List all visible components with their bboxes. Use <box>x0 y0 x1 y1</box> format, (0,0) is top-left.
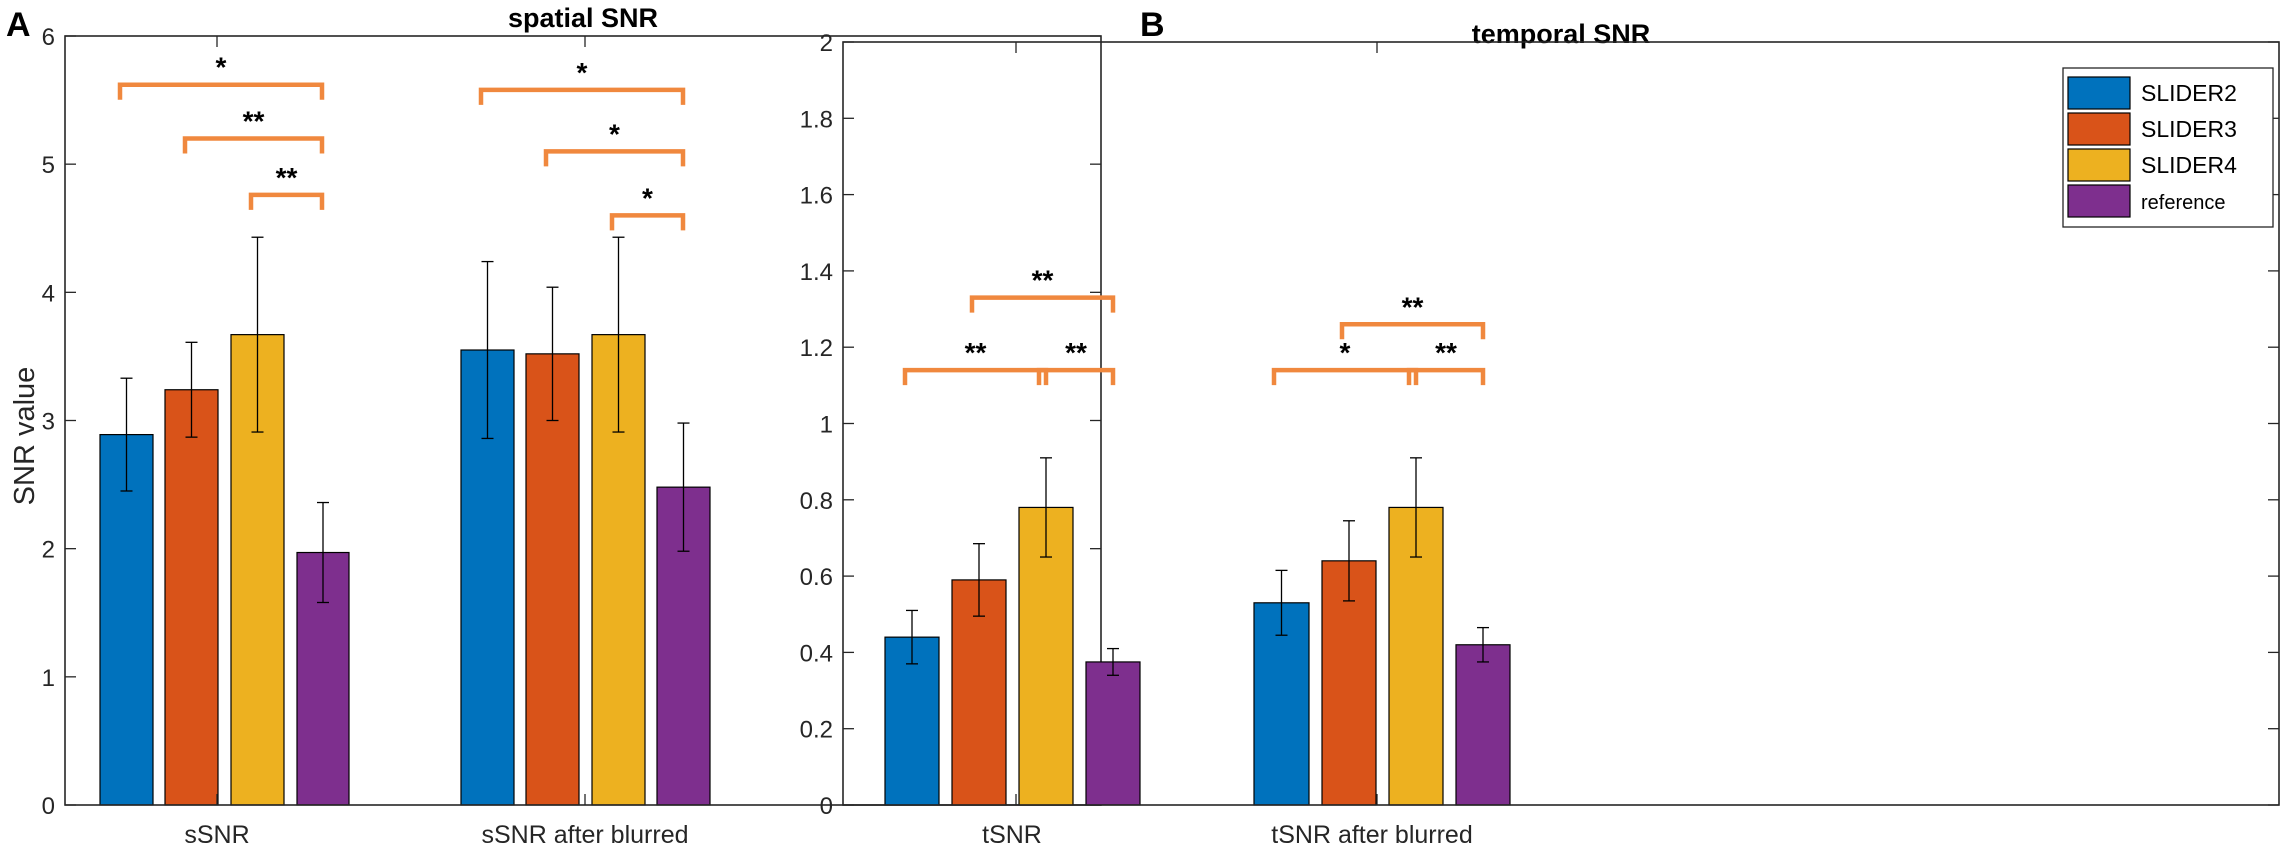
significance-bracket <box>969 295 1116 313</box>
y-tick-label: 2 <box>42 537 55 564</box>
y-tick-label: 0.8 <box>800 488 833 515</box>
significance-bracket <box>248 192 325 210</box>
y-tick-label: 1.8 <box>800 106 833 133</box>
significance-bracket <box>1406 367 1486 386</box>
chart-title: temporal SNR <box>1472 19 1651 49</box>
bar-slider3 <box>525 353 580 806</box>
significance-bracket <box>182 136 325 154</box>
legend-label: SLIDER3 <box>2141 116 2237 142</box>
panel-a-label: A <box>6 6 31 44</box>
significance-label: * <box>216 52 227 83</box>
y-axis-label: SNR value <box>9 367 41 506</box>
legend: SLIDER2 SLIDER3 SLIDER4 reference <box>2062 67 2274 228</box>
significance-bracket <box>902 367 1049 386</box>
significance-label: * <box>609 118 620 149</box>
significance-bracket <box>609 213 686 231</box>
y-tick-label: 0 <box>42 793 55 820</box>
legend-label: reference <box>2141 192 2226 214</box>
y-tick-label: 5 <box>42 152 55 179</box>
significance-label: ** <box>1402 291 1424 322</box>
y-tick-label: 0.6 <box>800 564 833 591</box>
significance-label: ** <box>1032 265 1054 296</box>
x-tick-label: tSNR after blurred <box>1271 821 1472 848</box>
significance-bracket <box>1036 367 1116 386</box>
significance-bracket <box>1339 322 1486 340</box>
legend-swatch-slider4 <box>2067 148 2131 182</box>
y-tick-label: 1.4 <box>800 259 833 286</box>
significance-bracket <box>1271 367 1419 386</box>
legend-label: SLIDER2 <box>2141 80 2237 106</box>
y-tick-label: 3 <box>42 409 55 436</box>
y-tick-label: 1.2 <box>800 335 833 362</box>
significance-bracket <box>478 87 686 105</box>
significance-label: * <box>1340 337 1351 368</box>
y-tick-label: 1 <box>820 412 833 439</box>
y-tick-label: 4 <box>42 280 55 307</box>
axes-frame <box>842 41 2280 806</box>
bar-reference <box>1085 661 1141 806</box>
legend-swatch-slider3 <box>2067 112 2131 146</box>
significance-bracket <box>117 82 325 100</box>
significance-label: ** <box>965 337 987 368</box>
chart-title: spatial SNR <box>508 3 658 33</box>
panel-b-temporal-snr: temporal SNR 0 0.2 0.4 0.6 0.8 1 1.2 1.4 1.6 1.8 2 t… <box>800 19 2280 849</box>
bar-reference <box>1455 644 1511 806</box>
bar-slider2 <box>884 636 940 806</box>
legend-swatch-reference <box>2067 184 2131 218</box>
significance-bracket <box>543 149 686 167</box>
panel-b-label: B <box>1140 6 1165 44</box>
y-tick-label: 1.6 <box>800 183 833 210</box>
x-tick-label: sSNR <box>184 821 249 848</box>
axes-frame <box>64 35 1102 806</box>
legend-label: SLIDER4 <box>2141 152 2237 178</box>
y-tick-label: 1 <box>42 665 55 692</box>
y-tick-label: 0.4 <box>800 640 833 667</box>
y-tick-label: 6 <box>42 24 55 51</box>
bar-slider3 <box>164 389 219 806</box>
bar-slider2 <box>99 433 154 806</box>
y-tick-label: 0.2 <box>800 717 833 744</box>
significance-label: ** <box>243 106 265 137</box>
y-tick-label: 2 <box>820 30 833 57</box>
significance-label: * <box>577 57 588 88</box>
significance-label: * <box>642 182 653 213</box>
legend-swatch-slider2 <box>2067 76 2131 110</box>
significance-label: ** <box>1065 337 1087 368</box>
x-tick-label: tSNR <box>982 821 1042 848</box>
significance-label: ** <box>276 162 298 193</box>
significance-label: ** <box>1435 337 1457 368</box>
panel-a-spatial-snr: spatial SNR 0 1 2 3 4 5 6 sSNR sSNR after blurred… <box>42 3 1102 849</box>
y-tick-label: 0 <box>820 793 833 820</box>
x-tick-label: sSNR after blurred <box>481 821 688 848</box>
